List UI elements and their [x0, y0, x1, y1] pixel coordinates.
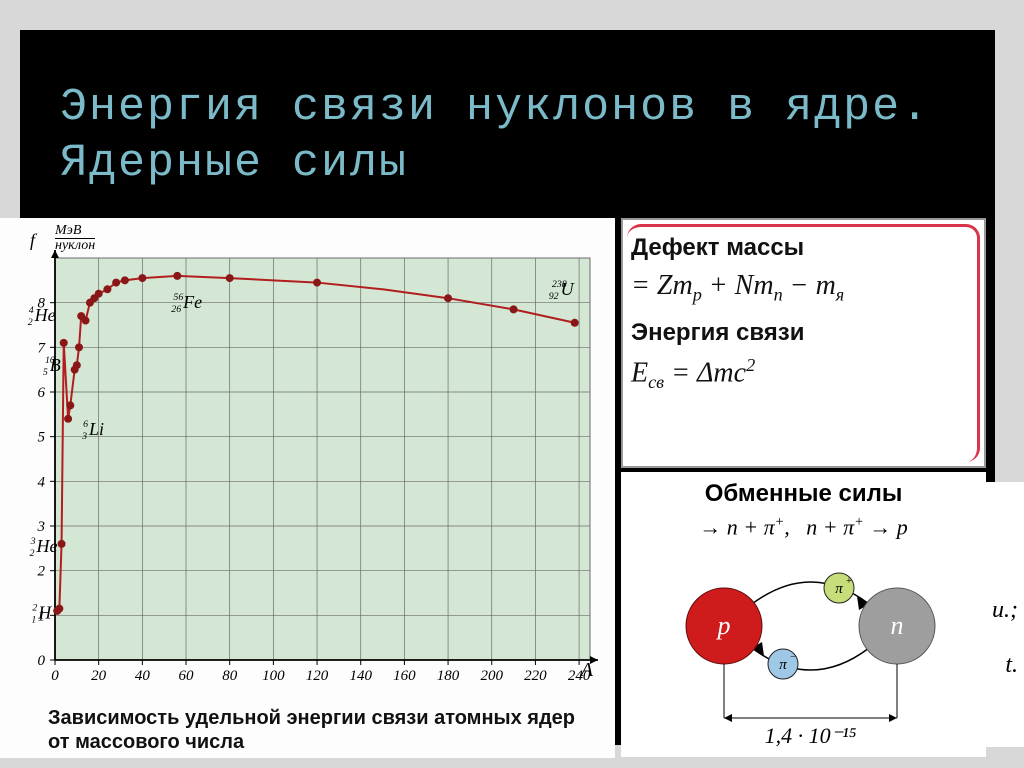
svg-text:π: π [835, 581, 843, 597]
svg-text:−: − [790, 652, 796, 663]
svg-text:0: 0 [51, 668, 59, 684]
svg-text:0: 0 [38, 653, 46, 669]
svg-text:32He: 32He [30, 535, 58, 558]
slide-frame: Энергия связи нуклонов в ядре. Ядерные с… [20, 30, 995, 745]
exchange-equation: → n + π+, n + π+ → p [627, 514, 980, 540]
stray-fragments: и.; t. [978, 482, 1024, 747]
svg-text:100: 100 [262, 668, 285, 684]
svg-text:42He: 42He [28, 304, 56, 327]
binding-energy-chart: f МэВ нуклон A 0204060801001201401601802… [0, 218, 615, 758]
svg-text:23892U: 23892U [549, 278, 575, 301]
svg-text:5: 5 [38, 429, 46, 445]
binding-eq: Eсв = Δmc2 [631, 355, 970, 393]
formula-panel: Дефект массы = Zmp + Nmn − mя Энергия св… [621, 218, 986, 468]
svg-text:4: 4 [38, 474, 46, 490]
svg-text:5626Fe: 5626Fe [171, 291, 202, 314]
mass-defect-eq: = Zmp + Nmn − mя [631, 270, 970, 306]
svg-text:105B: 105B [43, 355, 61, 378]
svg-text:63Li: 63Li [81, 418, 104, 441]
exchange-title: Обменные силы [627, 480, 980, 508]
svg-text:1,4 · 10⁻¹⁵: 1,4 · 10⁻¹⁵ [764, 723, 856, 748]
svg-text:160: 160 [393, 668, 416, 684]
svg-text:60: 60 [179, 668, 195, 684]
svg-text:180: 180 [437, 668, 460, 684]
mass-defect-heading: Дефект массы [631, 234, 970, 262]
svg-text:2: 2 [38, 563, 46, 579]
title-block: Энергия связи нуклонов в ядре. Ядерные с… [20, 30, 995, 218]
y-axis-symbol: f [30, 230, 35, 251]
svg-text:200: 200 [480, 668, 503, 684]
svg-text:6: 6 [38, 385, 46, 401]
svg-text:140: 140 [349, 668, 372, 684]
svg-text:120: 120 [306, 668, 329, 684]
chart-caption: Зависимость удельной энергии связи атомн… [48, 706, 588, 754]
svg-text:3: 3 [37, 519, 46, 535]
exchange-diagram: π+π−pn1,4 · 10⁻¹⁵ [629, 548, 979, 758]
svg-text:80: 80 [222, 668, 238, 684]
svg-text:n: n [890, 611, 903, 640]
binding-heading: Энергия связи [631, 319, 970, 347]
svg-text:π: π [779, 657, 787, 673]
exchange-panel: Обменные силы → n + π+, n + π+ → p π+π−p… [621, 472, 986, 757]
svg-text:+: + [846, 576, 852, 587]
svg-text:7: 7 [38, 340, 47, 356]
svg-text:220: 220 [524, 668, 547, 684]
x-axis-symbol: A [581, 659, 593, 682]
slide-title: Энергия связи нуклонов в ядре. Ядерные с… [60, 80, 955, 193]
right-column: Дефект массы = Zmp + Nmn − mя Энергия св… [621, 218, 986, 758]
content-row: f МэВ нуклон A 0204060801001201401601802… [20, 218, 995, 758]
y-axis-unit: МэВ нуклон [55, 224, 95, 253]
svg-text:21H: 21H [31, 602, 52, 625]
chart-svg: 0204060801001201401601802002202400123456… [0, 218, 615, 708]
svg-text:40: 40 [135, 668, 151, 684]
svg-text:p: p [715, 611, 730, 640]
svg-text:20: 20 [91, 668, 107, 684]
